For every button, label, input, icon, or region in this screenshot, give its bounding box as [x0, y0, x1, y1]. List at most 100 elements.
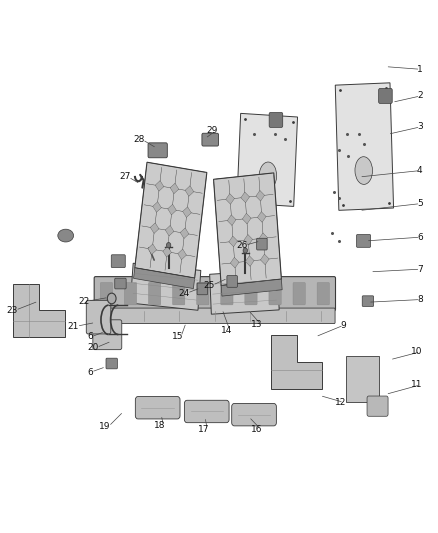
Polygon shape: [134, 268, 194, 288]
FancyBboxPatch shape: [232, 403, 276, 426]
Polygon shape: [168, 204, 177, 215]
Text: 4: 4: [417, 166, 423, 175]
FancyBboxPatch shape: [317, 282, 329, 305]
FancyBboxPatch shape: [135, 397, 180, 419]
FancyBboxPatch shape: [197, 283, 208, 295]
Polygon shape: [245, 256, 254, 266]
Text: 19: 19: [99, 422, 111, 431]
Polygon shape: [163, 247, 172, 257]
Polygon shape: [229, 236, 237, 247]
Polygon shape: [221, 279, 282, 296]
Text: 7: 7: [417, 265, 423, 273]
FancyBboxPatch shape: [245, 282, 257, 305]
Polygon shape: [183, 207, 191, 217]
Polygon shape: [226, 193, 234, 204]
Text: 10: 10: [411, 348, 423, 356]
Polygon shape: [185, 185, 194, 196]
Polygon shape: [214, 173, 281, 286]
Polygon shape: [244, 235, 253, 245]
FancyBboxPatch shape: [100, 282, 113, 305]
FancyBboxPatch shape: [184, 400, 229, 423]
Ellipse shape: [355, 157, 372, 184]
Polygon shape: [178, 249, 187, 260]
FancyBboxPatch shape: [227, 276, 237, 287]
Polygon shape: [155, 181, 164, 191]
Polygon shape: [271, 335, 322, 389]
FancyBboxPatch shape: [95, 308, 335, 324]
FancyBboxPatch shape: [357, 235, 371, 247]
FancyBboxPatch shape: [148, 282, 161, 305]
Text: 8: 8: [417, 295, 423, 304]
Polygon shape: [227, 215, 236, 225]
Polygon shape: [259, 233, 268, 244]
FancyBboxPatch shape: [111, 255, 125, 268]
FancyBboxPatch shape: [269, 282, 281, 305]
Text: 26: 26: [236, 241, 247, 249]
Polygon shape: [165, 225, 174, 236]
FancyBboxPatch shape: [93, 320, 122, 350]
FancyBboxPatch shape: [221, 282, 233, 305]
Circle shape: [166, 243, 171, 248]
Polygon shape: [237, 114, 297, 206]
Text: 20: 20: [87, 343, 99, 352]
Polygon shape: [346, 356, 379, 402]
FancyBboxPatch shape: [257, 238, 267, 250]
Text: 28: 28: [133, 135, 145, 144]
Text: 6: 6: [88, 333, 93, 341]
Polygon shape: [13, 284, 65, 337]
Text: 25: 25: [203, 281, 215, 289]
Polygon shape: [170, 183, 179, 193]
Text: 14: 14: [221, 326, 232, 335]
Polygon shape: [258, 212, 266, 222]
Polygon shape: [180, 228, 189, 239]
Ellipse shape: [58, 229, 74, 242]
FancyBboxPatch shape: [106, 358, 117, 369]
Polygon shape: [242, 213, 251, 224]
Polygon shape: [335, 83, 394, 211]
Polygon shape: [150, 223, 159, 233]
Text: 3: 3: [417, 123, 423, 131]
Text: 27: 27: [119, 173, 131, 181]
Text: 17: 17: [198, 425, 209, 433]
Text: 1: 1: [417, 65, 423, 74]
FancyBboxPatch shape: [86, 301, 111, 334]
Text: 6: 6: [417, 233, 423, 241]
Ellipse shape: [259, 162, 277, 190]
FancyBboxPatch shape: [378, 88, 392, 103]
Text: 5: 5: [417, 199, 423, 208]
Circle shape: [243, 248, 247, 253]
Text: 22: 22: [78, 297, 90, 305]
Polygon shape: [210, 270, 279, 314]
Text: 6: 6: [88, 368, 93, 376]
Text: 13: 13: [251, 320, 263, 328]
FancyBboxPatch shape: [367, 396, 388, 416]
FancyBboxPatch shape: [115, 278, 126, 289]
FancyBboxPatch shape: [293, 282, 305, 305]
Polygon shape: [153, 201, 162, 212]
Polygon shape: [241, 192, 250, 203]
Text: 12: 12: [335, 398, 346, 407]
Polygon shape: [230, 257, 239, 268]
Text: 18: 18: [154, 421, 166, 430]
FancyBboxPatch shape: [94, 277, 336, 311]
Polygon shape: [256, 190, 265, 201]
Text: 29: 29: [207, 126, 218, 135]
FancyBboxPatch shape: [362, 296, 374, 306]
Circle shape: [107, 293, 116, 304]
FancyBboxPatch shape: [197, 282, 209, 305]
FancyBboxPatch shape: [173, 282, 185, 305]
Text: 15: 15: [172, 333, 183, 341]
Text: 23: 23: [6, 306, 18, 314]
Text: 16: 16: [251, 425, 263, 433]
Polygon shape: [261, 254, 269, 265]
Text: 21: 21: [67, 322, 79, 330]
Text: 11: 11: [411, 381, 423, 389]
Polygon shape: [148, 244, 156, 255]
Polygon shape: [135, 162, 207, 278]
Polygon shape: [131, 263, 201, 310]
Text: 9: 9: [340, 321, 346, 329]
FancyBboxPatch shape: [124, 282, 137, 305]
FancyBboxPatch shape: [202, 133, 219, 146]
FancyBboxPatch shape: [148, 143, 167, 158]
FancyBboxPatch shape: [269, 112, 283, 127]
